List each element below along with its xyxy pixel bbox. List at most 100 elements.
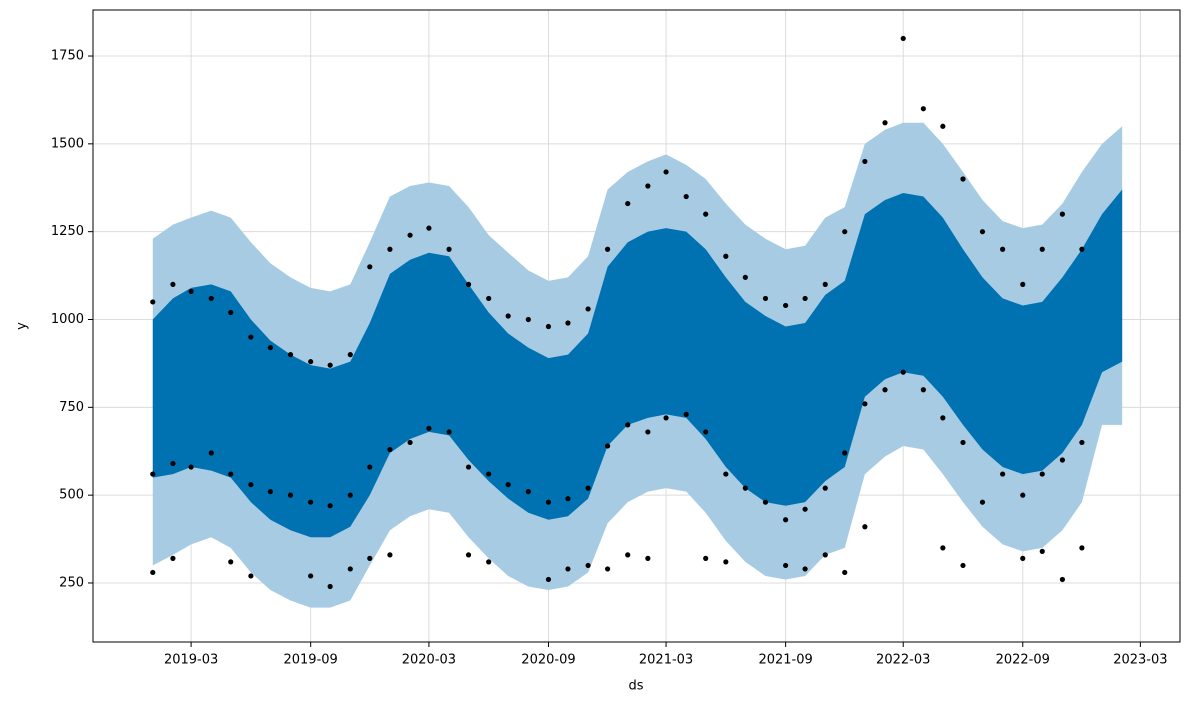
observed-point <box>762 499 769 505</box>
observed-point <box>960 562 966 569</box>
observed-point <box>565 496 571 502</box>
x-tick-label: 2023-03 <box>1113 653 1167 668</box>
observed-point <box>940 415 946 421</box>
y-tick-label: 750 <box>59 400 84 415</box>
x-tick-label: 2019-09 <box>283 653 337 668</box>
observed-point <box>426 225 432 231</box>
observed-point <box>208 295 214 302</box>
observed-point <box>308 573 314 579</box>
observed-point <box>802 295 808 302</box>
observed-point <box>862 401 868 407</box>
observed-point <box>327 503 333 509</box>
observed-point <box>920 106 926 112</box>
plot-frame <box>92 9 1181 643</box>
observed-point <box>1059 576 1065 583</box>
observed-point <box>287 492 294 498</box>
observed-point <box>446 429 452 435</box>
observed-point <box>802 506 808 512</box>
observed-point <box>1059 211 1065 217</box>
observed-point <box>545 499 552 505</box>
observed-point <box>882 387 888 393</box>
observed-point <box>645 183 651 189</box>
observed-point <box>723 559 729 565</box>
observed-point <box>150 569 156 576</box>
observed-point <box>465 552 472 558</box>
observed-point <box>1039 246 1045 252</box>
observed-point <box>1059 457 1065 463</box>
observed-point <box>287 352 294 358</box>
x-axis-label: ds <box>628 679 643 694</box>
observed-point <box>723 253 729 259</box>
observed-point <box>842 569 848 576</box>
observed-point <box>683 193 689 200</box>
observed-point <box>565 566 571 572</box>
observed-point <box>407 439 413 446</box>
observed-point <box>920 387 926 393</box>
observed-point <box>1039 548 1045 554</box>
observed-point <box>742 485 748 491</box>
observed-point <box>842 450 848 456</box>
observed-point <box>387 446 393 453</box>
observed-point <box>188 288 194 294</box>
y-tick-label: 1000 <box>51 312 84 327</box>
observed-point <box>525 489 531 495</box>
observed-point <box>979 229 986 235</box>
observed-point <box>783 517 789 523</box>
observed-point <box>486 559 492 565</box>
observed-point <box>1000 471 1006 477</box>
observed-point <box>188 464 194 470</box>
observed-point <box>1079 246 1085 252</box>
x-tick-label: 2019-03 <box>164 653 218 668</box>
observed-point <box>604 566 611 572</box>
observed-point <box>347 352 353 358</box>
observed-point <box>762 295 769 302</box>
observed-point <box>228 471 234 477</box>
observed-point <box>1020 555 1026 561</box>
observed-point <box>545 576 552 583</box>
x-tick-label: 2022-03 <box>876 653 930 668</box>
observed-point <box>783 562 789 569</box>
observed-point <box>465 464 472 470</box>
observed-point <box>486 471 492 477</box>
x-tick-label: 2021-09 <box>758 653 812 668</box>
observed-point <box>802 566 808 572</box>
observed-point <box>1020 281 1026 287</box>
observed-point <box>604 443 611 449</box>
observed-point <box>703 211 709 217</box>
observed-point <box>150 471 156 477</box>
observed-point <box>228 309 234 316</box>
observed-point <box>327 583 333 590</box>
x-tick-label: 2021-03 <box>639 653 693 668</box>
observed-point <box>525 316 531 323</box>
observed-point <box>426 425 432 432</box>
observed-point <box>170 460 176 467</box>
observed-point <box>842 229 848 235</box>
observed-point <box>308 499 314 505</box>
observed-point <box>822 552 828 558</box>
observed-point <box>367 464 373 470</box>
observed-point <box>585 485 591 491</box>
y-tick-label: 1500 <box>51 136 84 151</box>
x-tick-label: 2022-09 <box>996 653 1050 668</box>
observed-point <box>940 545 946 551</box>
observed-point <box>822 485 828 491</box>
observed-point <box>960 176 966 182</box>
observed-point <box>367 264 373 270</box>
observed-point <box>565 320 571 326</box>
y-tick-label: 250 <box>59 575 84 590</box>
observed-point <box>585 306 591 312</box>
observed-point <box>663 169 669 175</box>
observed-point <box>248 334 254 340</box>
observed-point <box>1000 246 1006 252</box>
observed-point <box>407 232 413 238</box>
observed-point <box>900 369 906 375</box>
observed-point <box>585 562 591 569</box>
observed-point <box>387 246 393 252</box>
observed-point <box>742 274 748 280</box>
observed-point <box>545 323 552 330</box>
observed-point <box>170 555 176 561</box>
observed-point <box>900 35 906 42</box>
observed-point <box>723 471 729 477</box>
observed-point <box>150 299 156 305</box>
y-tick-label: 1750 <box>51 49 84 64</box>
